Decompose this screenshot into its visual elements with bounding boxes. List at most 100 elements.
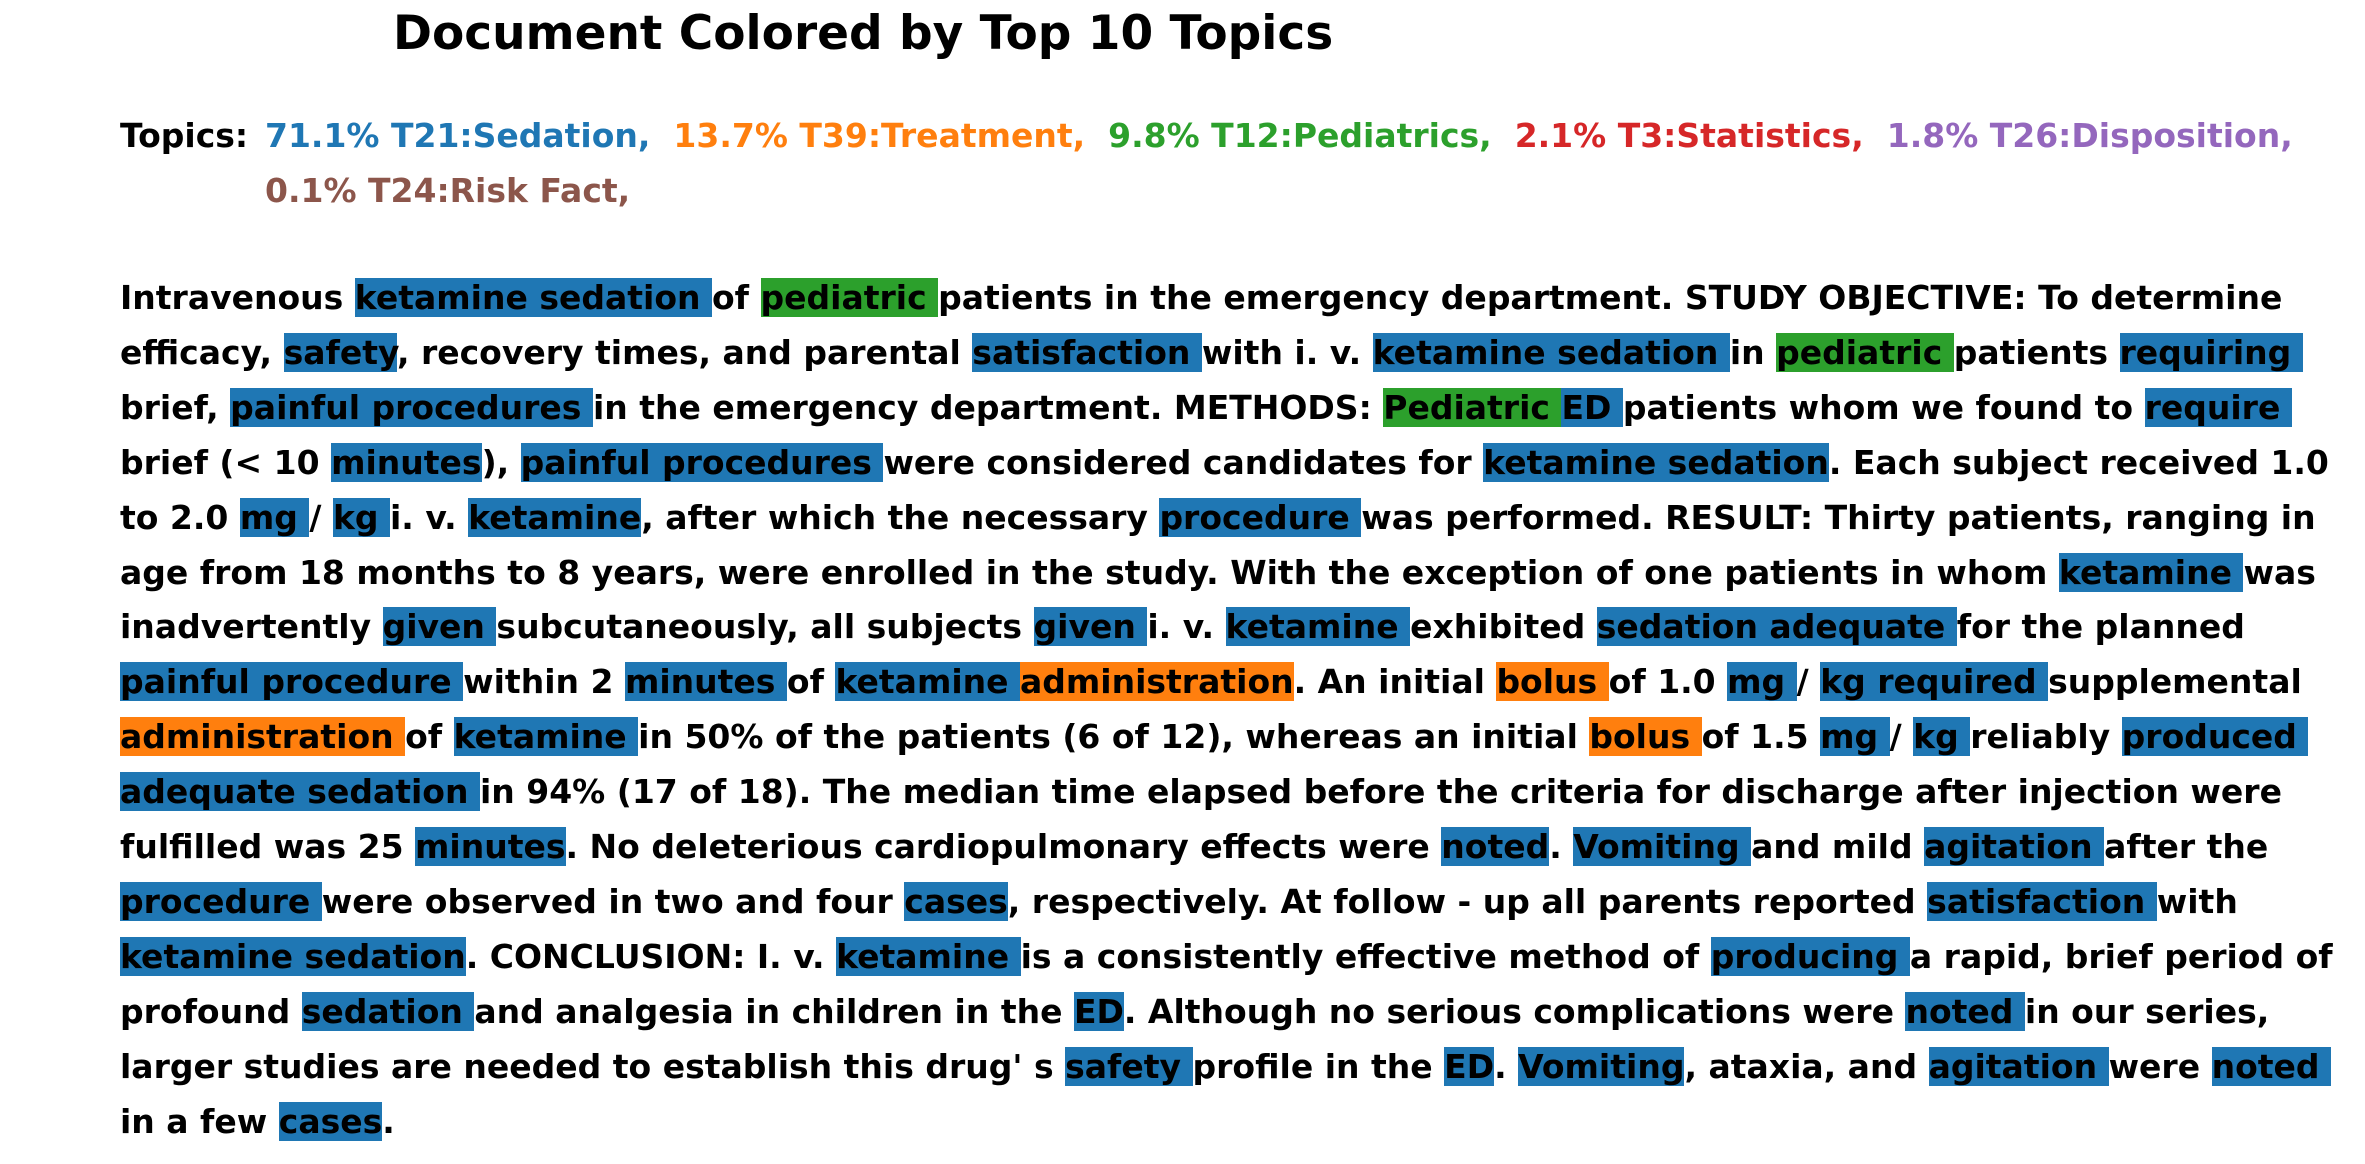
topic-highlight: procedure: [120, 881, 322, 921]
topic-highlight: ketamine: [836, 936, 1021, 976]
topic-legend-item: 9.8% T12:Pediatrics,: [1108, 116, 1504, 155]
topic-highlight: kg: [1913, 717, 1971, 757]
document-segment: within 2: [463, 662, 625, 702]
topic-highlight: painful procedure: [120, 662, 464, 702]
document-segment: is a consistently effective method of: [1020, 936, 1711, 976]
document-segment: in 50% of the patients (6 of 12), wherea…: [638, 717, 1590, 757]
topics-list: 71.1% T21:Sedation, 13.7% T39:Treatment,…: [265, 108, 2350, 218]
document-segment: . An initial: [1293, 662, 1497, 702]
topic-highlight: kg: [332, 497, 390, 537]
document-segment: i. v.: [1147, 607, 1226, 647]
topic-highlight: requiring: [2119, 332, 2303, 372]
document-segment: of: [405, 717, 454, 757]
topic-highlight: ED: [1073, 991, 1124, 1031]
topic-highlight: ketamine sedation: [120, 936, 466, 976]
topic-highlight: sedation: [301, 991, 475, 1031]
topic-highlight: administration: [120, 717, 406, 757]
document-segment: supplemental: [2048, 662, 2314, 702]
topic-highlight: minutes: [331, 442, 482, 482]
document-segment: , after which the necessary: [641, 497, 1160, 537]
topics-label: Topics:: [120, 116, 249, 155]
document-segment: was performed. RESULT: Thirty patients, …: [120, 497, 2328, 592]
topic-highlight: painful procedures: [520, 442, 884, 482]
topic-highlight: ketamine sedation: [1372, 332, 1730, 372]
document-segment: profile in the: [1192, 1046, 1445, 1086]
document-segment: . CONCLUSION: I. v.: [465, 936, 837, 976]
document-segment: of 1.5: [1701, 717, 1821, 757]
topic-highlight: kg required: [1820, 662, 2049, 702]
topic-highlight: minutes: [624, 662, 787, 702]
topic-highlight: safety: [283, 332, 397, 372]
topic-highlight: Pediatric: [1383, 387, 1562, 427]
topic-highlight: painful procedures: [230, 387, 593, 427]
document-segment: with: [2156, 881, 2250, 921]
topic-highlight: noted: [1905, 991, 2025, 1031]
document-segment: . No deleterious cardiopulmonary effects…: [565, 827, 1442, 867]
document-segment: /: [309, 497, 333, 537]
topic-highlight: given: [382, 607, 497, 647]
document-segment: in: [1729, 332, 1777, 372]
document-segment: .: [1494, 1046, 1519, 1086]
topic-highlight: ketamine: [453, 717, 639, 757]
document-segment: was inadvertently: [120, 552, 2328, 647]
topic-highlight: cases: [904, 881, 1008, 921]
topic-legend-item: 2.1% T3:Statistics,: [1514, 116, 1876, 155]
document-segment: , ataxia, and: [1684, 1046, 1929, 1086]
document-segment: , recovery times, and parental: [396, 332, 973, 372]
document-segment: Intravenous: [120, 278, 355, 317]
topic-highlight: agitation: [1924, 827, 2105, 867]
document-segment: in 94% (17 of 18). The median time elaps…: [120, 772, 2294, 867]
topic-highlight: ketamine: [2058, 552, 2244, 592]
topic-highlight: ketamine: [468, 497, 642, 537]
document-segment: . Although no serious complications were: [1123, 991, 1906, 1031]
document-segment: of: [786, 662, 836, 702]
document-segment: /: [1796, 662, 1821, 702]
topic-highlight: ketamine sedation: [1483, 442, 1829, 482]
document-segment: for the planned: [1956, 607, 2257, 647]
document-segment: .: [382, 1101, 395, 1141]
document-segment: patients: [1953, 332, 2120, 372]
topic-highlight: mg: [1727, 662, 1797, 702]
document-segment: after the: [2104, 827, 2280, 867]
topic-highlight: administration: [1020, 662, 1294, 702]
topic-highlight: producing: [1710, 936, 1910, 976]
topic-highlight: mg: [239, 497, 310, 537]
topic-highlight: Vomiting: [1573, 827, 1752, 867]
topic-highlight: minutes: [415, 827, 566, 867]
topic-highlight: procedure: [1159, 497, 1362, 537]
topic-highlight: satisfaction: [972, 332, 1202, 372]
document-segment: in our series, larger studies are needed…: [120, 991, 2281, 1086]
topic-highlight: ED: [1561, 387, 1623, 427]
topic-legend-item: 1.8% T26:Disposition,: [1886, 116, 2305, 155]
topics-legend: Topics: 71.1% T21:Sedation, 13.7% T39:Tr…: [120, 108, 2350, 218]
topic-highlight: Vomiting: [1518, 1046, 1685, 1086]
topic-highlight: require: [2144, 387, 2292, 427]
topic-highlight: bolus: [1496, 662, 1609, 702]
topic-highlight: pediatric: [760, 278, 939, 317]
topic-highlight: ketamine sedation: [354, 278, 712, 317]
document-segment: subcutaneously, all subjects: [496, 607, 1034, 647]
topic-highlight: noted: [2211, 1046, 2332, 1086]
document-segment: patients whom we found to: [1622, 387, 2145, 427]
document-segment: were: [2108, 1046, 2212, 1086]
document-segment: brief,: [120, 387, 231, 427]
topic-highlight: agitation: [1928, 1046, 2109, 1086]
document-segment: i. v.: [390, 497, 469, 537]
topic-legend-item: 71.1% T21:Sedation,: [265, 116, 662, 155]
topic-highlight: mg: [1820, 717, 1890, 757]
document-segment: exhibited: [1410, 607, 1597, 647]
document-text: Intravenous ketamine sedation of pediatr…: [120, 271, 2350, 1150]
topic-legend-item: 0.1% T24:Risk Fact,: [265, 171, 642, 210]
topic-highlight: safety: [1065, 1046, 1193, 1086]
document-segment: were considered candidates for: [883, 442, 1484, 482]
document-segment: /: [1889, 717, 1914, 757]
topic-highlight: cases: [278, 1101, 383, 1141]
document-segment: . Each subject received 1.0 to 2.0: [120, 442, 2341, 537]
topic-highlight: pediatric: [1776, 332, 1954, 372]
topic-highlight: ketamine: [1225, 607, 1411, 647]
document-segment: and mild: [1751, 827, 1925, 867]
document-segment: brief (< 10: [120, 442, 332, 482]
document-segment: ),: [481, 442, 521, 482]
document-segment: and analgesia in children in the: [474, 991, 1074, 1031]
document-segment: , respectively. At follow - up all paren…: [1007, 881, 1928, 921]
